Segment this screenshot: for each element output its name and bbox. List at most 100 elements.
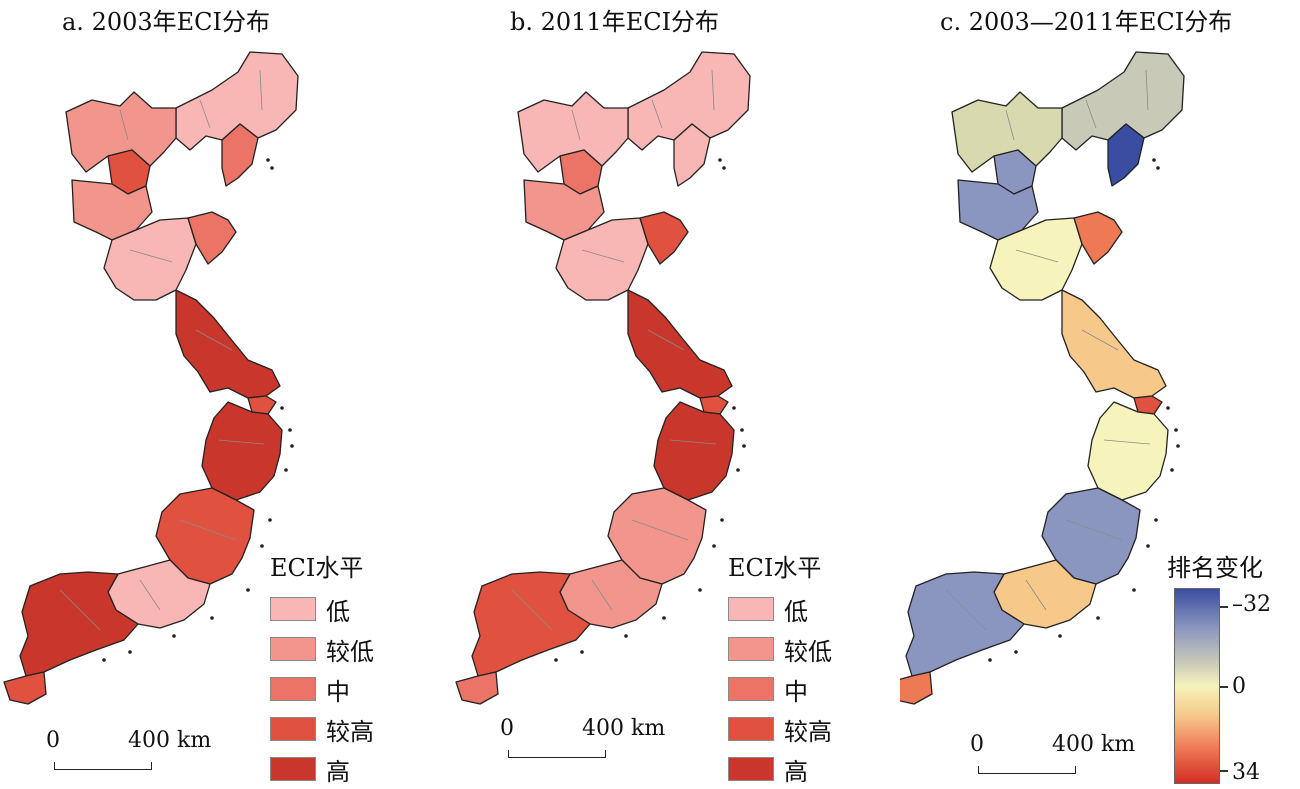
province-fujian (1041, 487, 1141, 585)
coastal-map (3, 51, 299, 705)
island-dot (1058, 634, 1062, 638)
legend-title: ECI水平 (270, 554, 364, 582)
province-fujian (155, 487, 255, 585)
prefecture-boundary (1025, 579, 1047, 611)
legend-swatch (728, 677, 774, 701)
island-dot (1170, 468, 1174, 472)
prefecture-boundary (581, 249, 625, 263)
island-dot (284, 468, 288, 472)
island-dot (698, 588, 702, 592)
legend-swatch (728, 637, 774, 661)
colorbar-gradient (1174, 588, 1220, 784)
rank-change-colorbar: 排名变化 –32 0 34 (1167, 548, 1294, 788)
prefecture-boundary (511, 589, 553, 631)
province-zhejiang (653, 401, 735, 501)
legend-label: 较低 (784, 637, 832, 666)
island-dot (554, 658, 558, 662)
island-dot (290, 444, 294, 448)
prefecture-boundary (647, 329, 685, 351)
legend-label: 较低 (326, 637, 374, 666)
province-liaoning-north (175, 51, 299, 151)
province-hebei-south (71, 179, 153, 241)
scale-bar: 0 400 km (970, 732, 1170, 777)
prefecture-boundary (1065, 519, 1123, 541)
island-dot (712, 544, 716, 548)
colorbar-mid-label: 0 (1232, 674, 1246, 699)
province-zhejiang (201, 401, 283, 501)
legend-item: 高 (728, 749, 832, 789)
province-hainan-tip (900, 671, 933, 705)
prefecture-boundary (199, 99, 211, 129)
prefecture-boundary (711, 69, 715, 111)
island-dot (1154, 518, 1158, 522)
legend-item: 较低 (270, 629, 374, 669)
legend-item: 较低 (728, 629, 832, 669)
legend-swatch (270, 637, 316, 661)
island-dot (1096, 616, 1100, 620)
province-shandong-east (187, 211, 237, 265)
island-dot (210, 616, 214, 620)
province-guangdong-west (905, 571, 1025, 677)
island-dot (1152, 158, 1156, 162)
province-shandong-west (989, 217, 1083, 301)
scale-zero-label: 0 (500, 716, 514, 741)
island-dot (624, 634, 628, 638)
scale-bar: 0 400 km (500, 716, 700, 761)
legend-swatch (270, 597, 316, 621)
island-dot (270, 166, 274, 170)
colorbar-tick (1220, 606, 1228, 608)
legend-label: 高 (784, 757, 808, 786)
island-dot (732, 406, 736, 410)
scale-bar: 0 400 km (46, 728, 246, 773)
province-jiangsu (175, 289, 281, 399)
province-liaoning-coast (1107, 123, 1145, 187)
province-shanghai (699, 395, 729, 415)
island-dot (128, 650, 132, 654)
province-zhejiang (1087, 401, 1169, 501)
panel-a-2003: a. 2003年ECI分布 ECI水平 低较低中较高高 0 400 km (0, 0, 430, 786)
island-dot (722, 166, 726, 170)
island-dot (260, 544, 264, 548)
island-dot (580, 650, 584, 654)
prefecture-boundary (1085, 99, 1097, 129)
colorbar-tick (1220, 770, 1228, 772)
prefecture-boundary (119, 109, 129, 141)
legend-item: 较高 (728, 709, 832, 749)
coastal-map (900, 51, 1185, 705)
island-dot (172, 634, 176, 638)
prefecture-boundary (129, 249, 173, 263)
legend-label: 低 (326, 597, 350, 626)
prefecture-boundary (651, 99, 663, 129)
province-shandong-east (1073, 211, 1123, 265)
province-shandong-west (555, 217, 649, 301)
legend-label: 高 (326, 757, 350, 786)
scale-zero-label: 0 (46, 728, 60, 753)
legend-item: 低 (270, 589, 374, 629)
province-hebei-north (517, 91, 629, 173)
legend-swatch (728, 757, 774, 781)
prefecture-boundary (139, 579, 161, 611)
island-dot (742, 444, 746, 448)
island-dot (1176, 444, 1180, 448)
prefecture-boundary (631, 519, 689, 541)
island-dot (1014, 650, 1018, 654)
province-liaoning-north (1061, 51, 1185, 151)
legend-item: 中 (728, 669, 832, 709)
province-hainan-tip (455, 671, 499, 705)
prefecture-boundary (669, 439, 717, 445)
province-jiangsu (627, 289, 733, 399)
island-dot (662, 616, 666, 620)
eci-legend: ECI水平 低较低中较高高 (270, 548, 374, 789)
prefecture-boundary (945, 589, 987, 631)
scale-distance-label: 400 km (1052, 732, 1136, 757)
panel-c-change: c. 2003—2011年ECI分布 排名变化 –32 0 34 0 400 k… (900, 0, 1300, 786)
legend-item: 高 (270, 749, 374, 789)
island-dot (1174, 428, 1178, 432)
colorbar-tick (1220, 686, 1228, 688)
island-dot (266, 158, 270, 162)
legend-item: 中 (270, 669, 374, 709)
province-fujian (607, 487, 707, 585)
island-dot (1146, 544, 1150, 548)
legend-label: 较高 (784, 717, 832, 746)
prefecture-boundary (195, 329, 233, 351)
